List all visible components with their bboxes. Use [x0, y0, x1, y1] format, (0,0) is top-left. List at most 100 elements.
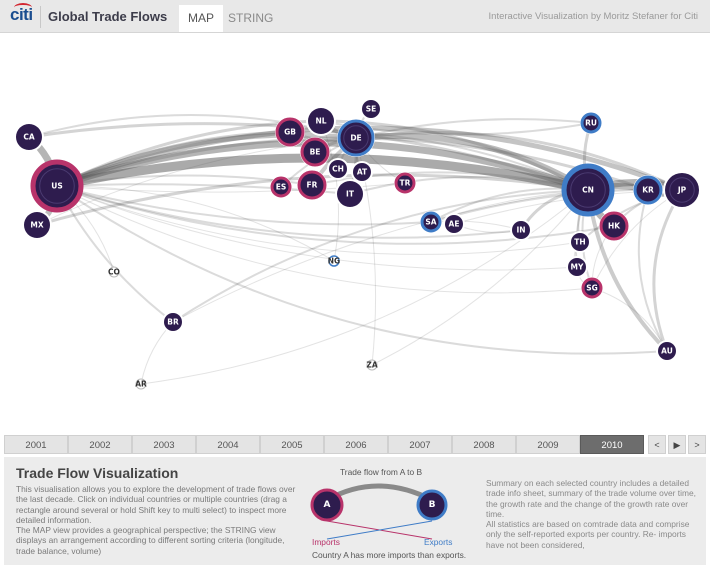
description-paragraph: This visualisation allows you to explore…	[16, 484, 296, 525]
country-node-jp[interactable]: JP	[663, 171, 701, 209]
country-node-nl[interactable]: NL	[306, 106, 336, 136]
country-node-at[interactable]: AT	[351, 161, 373, 183]
flow-ar-cn	[140, 189, 589, 385]
country-node-ae[interactable]: AE	[443, 213, 465, 235]
prev-year-button[interactable]: <	[648, 435, 666, 454]
country-node-ca[interactable]: CA	[14, 122, 44, 152]
flow-de-cn	[353, 132, 591, 193]
node-circle	[599, 211, 629, 241]
country-node-gb[interactable]: GB	[275, 117, 305, 147]
summary-paragraph: All statistics are based on comtrade dat…	[486, 519, 690, 550]
credit-text: Interactive Visualization by Moritz Stef…	[488, 11, 698, 22]
country-node-de[interactable]: DE	[337, 119, 375, 157]
year-2004[interactable]: 2004	[196, 435, 260, 454]
country-label: DE	[350, 134, 361, 143]
country-node-my[interactable]: MY	[566, 256, 588, 278]
country-node-ru[interactable]: RU	[580, 112, 602, 134]
node-circle	[308, 108, 334, 134]
country-node-mx[interactable]: MX	[22, 210, 52, 240]
flow-br-cn	[172, 189, 589, 323]
year-2007[interactable]: 2007	[388, 435, 452, 454]
country-label: CO	[108, 268, 120, 277]
info-panel: Trade Flow Visualization This visualisat…	[4, 457, 706, 565]
flow-cn-br	[172, 189, 589, 323]
tab-string[interactable]: STRING	[228, 11, 274, 25]
country-node-tr[interactable]: TR	[394, 172, 416, 194]
flow-us-in	[56, 185, 522, 239]
legend-title: Trade flow from A to B	[340, 467, 423, 477]
country-node-it[interactable]: IT	[335, 179, 365, 209]
trade-flow-map[interactable]: CA US MX CO BR AR GB NL SE DE BE CH AT FR ES IT TR SA AE NG…	[0, 33, 710, 433]
country-node-in[interactable]: IN	[510, 219, 532, 241]
citi-arc-icon	[14, 3, 32, 12]
country-node-ng[interactable]: NG	[328, 255, 340, 267]
flow-au-sg	[591, 287, 668, 352]
node-circle	[420, 211, 442, 233]
country-label: MY	[571, 263, 584, 272]
country-node-kr[interactable]: KR	[633, 175, 663, 205]
node-circle	[297, 170, 327, 200]
flow-us-hk	[56, 185, 615, 245]
legend-node-b	[416, 489, 448, 521]
flow-de-ru	[355, 118, 592, 139]
country-node-br[interactable]: BR	[162, 311, 184, 333]
country-label: GB	[284, 128, 296, 137]
node-circle	[164, 313, 182, 331]
flow-ng-us	[56, 185, 335, 262]
play-button[interactable]: ▶	[668, 435, 686, 454]
country-node-be[interactable]: BE	[300, 137, 330, 167]
flow-it-cn	[349, 175, 589, 195]
app-header: citi Global Trade Flows MAP STRING Inter…	[0, 0, 710, 33]
country-node-au[interactable]: AU	[656, 340, 678, 362]
year-2002[interactable]: 2002	[68, 435, 132, 454]
country-node-es[interactable]: ES	[270, 176, 292, 198]
country-label: HK	[608, 222, 621, 231]
country-node-fr[interactable]: FR	[297, 170, 327, 200]
country-node-us[interactable]: US	[30, 159, 84, 213]
node-circle	[300, 137, 330, 167]
node-circle	[270, 176, 292, 198]
country-label: IN	[516, 226, 525, 235]
next-year-button[interactable]: >	[688, 435, 706, 454]
country-nodes: CA US MX CO BR AR GB NL SE DE BE CH AT FR ES IT TR SA AE NG…	[14, 98, 701, 390]
country-label: CA	[23, 133, 35, 142]
country-label: US	[51, 182, 63, 191]
summary-text: Summary on each selected country include…	[486, 478, 700, 550]
year-2003[interactable]: 2003	[132, 435, 196, 454]
year-2005[interactable]: 2005	[260, 435, 324, 454]
country-label: AE	[449, 220, 460, 229]
node-circle	[329, 160, 347, 178]
country-node-hk[interactable]: HK	[599, 211, 629, 241]
country-label: FR	[307, 181, 318, 190]
country-node-sg[interactable]: SG	[581, 277, 603, 299]
node-circle	[275, 117, 305, 147]
node-circle	[108, 266, 120, 278]
info-title: Trade Flow Visualization	[16, 465, 179, 481]
description-paragraph: The MAP view provides a geographical per…	[16, 525, 285, 556]
year-2006[interactable]: 2006	[324, 435, 388, 454]
country-label: SA	[425, 218, 436, 227]
year-2010[interactable]: 2010	[580, 435, 644, 454]
country-node-cn[interactable]: CN	[561, 163, 615, 217]
country-label: ES	[276, 183, 287, 192]
country-label: ZA	[366, 361, 377, 370]
flow-us-sg	[56, 185, 593, 294]
country-node-ar[interactable]: AR	[135, 378, 147, 390]
flow-kr-au	[637, 189, 668, 352]
country-node-th[interactable]: TH	[569, 231, 591, 253]
year-2009[interactable]: 2009	[516, 435, 580, 454]
year-2001[interactable]: 2001	[4, 435, 68, 454]
country-node-ch[interactable]: CH	[327, 158, 349, 180]
country-label: IT	[346, 190, 355, 199]
country-label: CN	[582, 186, 594, 195]
node-circle	[568, 258, 586, 276]
year-2008[interactable]: 2008	[452, 435, 516, 454]
flow-us-au	[56, 185, 668, 355]
flow-us-my	[56, 185, 578, 271]
flow-us-th	[56, 185, 581, 255]
country-node-za[interactable]: ZA	[366, 359, 378, 371]
country-node-sa[interactable]: SA	[420, 211, 442, 233]
country-node-se[interactable]: SE	[360, 98, 382, 120]
country-node-co[interactable]: CO	[108, 266, 120, 278]
tab-map[interactable]: MAP	[179, 5, 224, 32]
